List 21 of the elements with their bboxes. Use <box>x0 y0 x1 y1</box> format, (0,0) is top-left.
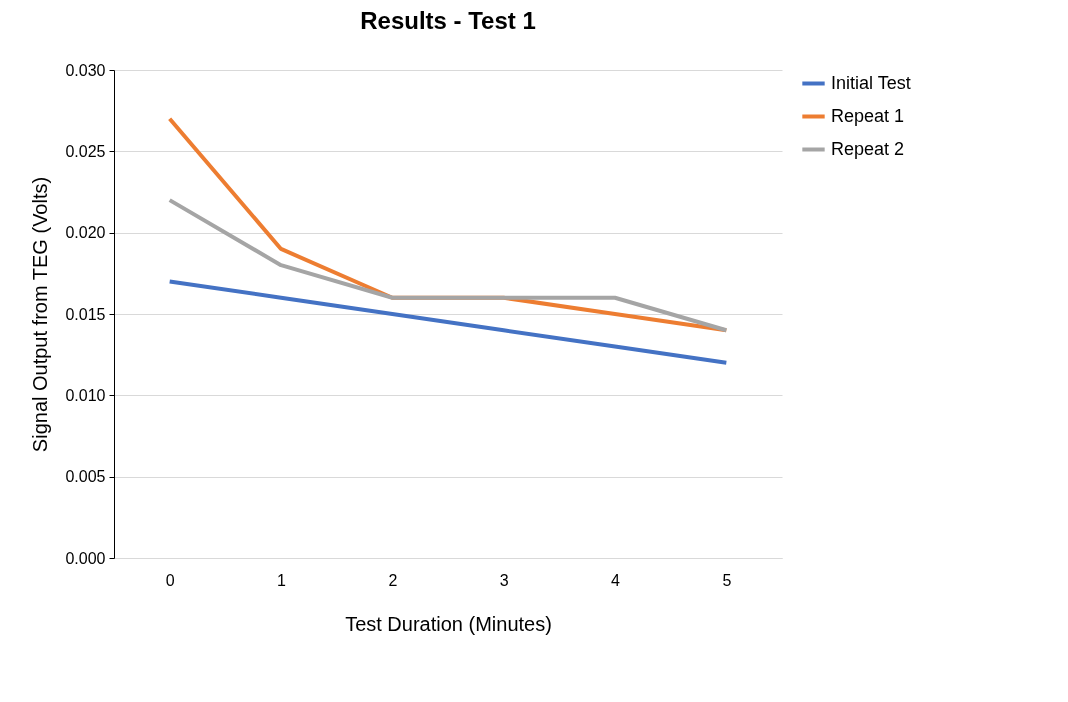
line-series <box>167 279 729 365</box>
x-tick-label: 3 <box>499 571 509 589</box>
y-tick-label: 0.025 <box>65 142 106 160</box>
y-axis-title: Signal Output from TEG (Volts) <box>29 176 52 453</box>
x-tick-label: 5 <box>722 571 732 589</box>
line-series <box>167 198 729 333</box>
x-tick-label: 0 <box>165 571 175 589</box>
legend-label: Initial Test <box>831 72 911 93</box>
x-axis-title: Test Duration (Minutes) <box>345 612 552 635</box>
legend-label: Repeat 1 <box>831 105 905 126</box>
x-tick-label: 2 <box>388 571 398 589</box>
y-tick-label: 0.010 <box>65 386 106 404</box>
y-tick-label: 0.000 <box>65 549 106 567</box>
y-tick-label: 0.020 <box>65 224 106 242</box>
y-tick-label: 0.030 <box>65 61 106 79</box>
y-tick-label: 0.015 <box>65 305 106 323</box>
legend-label: Repeat 2 <box>831 138 905 159</box>
chart-title: Results - Test 1 <box>360 7 536 34</box>
y-tick-label: 0.005 <box>65 468 106 486</box>
x-tick-label: 4 <box>611 571 621 589</box>
x-tick-label: 1 <box>277 571 287 589</box>
